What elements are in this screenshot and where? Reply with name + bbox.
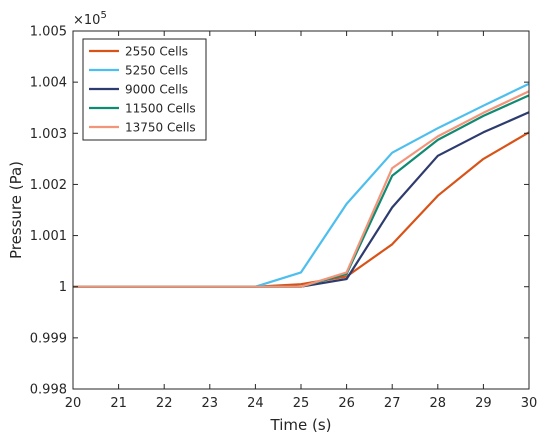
- y-axis-title: Pressure (Pa): [7, 161, 25, 259]
- x-tick-label: 27: [384, 396, 401, 411]
- y-tick-label: 0.999: [30, 331, 67, 346]
- y-exponent-label: ×105: [73, 10, 107, 28]
- x-tick-label: 22: [156, 396, 173, 411]
- x-tick-label: 20: [65, 396, 82, 411]
- y-exponent-base: ×10: [73, 13, 100, 28]
- y-tick-label: 1.003: [30, 127, 67, 142]
- x-tick-label: 28: [430, 396, 447, 411]
- x-axis-title: Time (s): [270, 416, 332, 434]
- y-tick-label: 1: [59, 280, 67, 295]
- series-line-13750-cells: [73, 90, 530, 288]
- x-tick-label: 25: [293, 396, 310, 411]
- legend-label: 5250 Cells: [125, 64, 188, 78]
- legend-label: 11500 Cells: [125, 102, 196, 116]
- y-tick-label: 1.001: [30, 229, 67, 244]
- x-tick-label: 29: [475, 396, 492, 411]
- series-layer: [73, 82, 530, 288]
- legend-label: 2550 Cells: [125, 45, 188, 59]
- x-tick-label: 30: [521, 396, 538, 411]
- y-tick-label: 1.005: [30, 25, 67, 40]
- legend-label: 13750 Cells: [125, 121, 196, 135]
- axes-layer: 20 21 22 23 24 25 26 27 28 29 30 0.998 0.999 1 1.001 1.…: [30, 25, 537, 412]
- x-tick-label: 26: [338, 396, 355, 411]
- y-tick-label: 0.998: [30, 383, 67, 398]
- y-exponent-power: 5: [100, 10, 106, 21]
- legend-label: 9000 Cells: [125, 83, 188, 97]
- x-tick-label: 23: [202, 396, 219, 411]
- x-tick-label: 24: [247, 396, 264, 411]
- y-tick-label: 1.004: [30, 76, 67, 91]
- y-tick-label: 1.002: [30, 178, 67, 193]
- x-tick-label: 21: [110, 396, 127, 411]
- legend: 2550 Cells 5250 Cells 9000 Cells 11500 Cell…: [82, 38, 207, 141]
